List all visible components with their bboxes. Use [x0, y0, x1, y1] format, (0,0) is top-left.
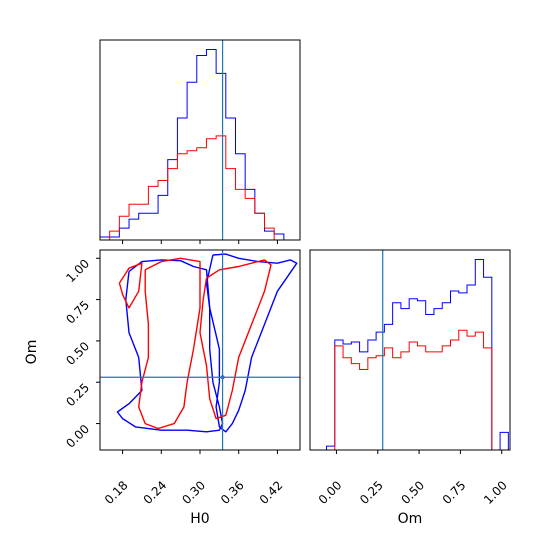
joint-y-tick-label-3: 0.75 [63, 298, 92, 327]
joint-x-tick-label-2: 0.30 [179, 478, 208, 507]
contour-series-1-level-0 [137, 257, 201, 430]
contour-series-0-level-1 [205, 253, 298, 433]
h0-marginal-histogram [99, 39, 301, 244]
om-histogram-series [310, 259, 509, 450]
om-x-tick-label-4: 1.00 [481, 478, 510, 507]
h0-histogram-series-1 [100, 135, 294, 241]
x-axis-title-h0: H0 [190, 511, 209, 527]
joint-y-tick-label-1: 0.25 [63, 380, 92, 409]
om-hist-frame [309, 249, 511, 451]
y-axis-title-om: Om [24, 340, 40, 365]
contour-series-1-level-2 [118, 262, 143, 309]
joint-x-tick-label-3: 0.36 [218, 478, 247, 507]
joint-x-tick-label-0: 0.18 [102, 478, 131, 507]
om-x-tick-label-2: 0.50 [398, 478, 427, 507]
axis-labels: H0 Om Om [24, 340, 422, 527]
joint-y-tick-label-4: 1.00 [63, 256, 92, 285]
contour-series-1-level-1 [199, 259, 272, 420]
joint-truth-point [220, 375, 225, 380]
h0-om-joint-contour: 0.18 0.24 0.30 0.36 0.42 0.00 0.25 0.50 0.75 1.00 [63, 249, 301, 507]
joint-contours [116, 253, 298, 433]
om-histogram-series-1 [310, 329, 509, 450]
x-axis-title-om: Om [398, 511, 423, 527]
joint-x-tick-label-1: 0.24 [141, 478, 170, 507]
om-x-tick-label-0: 0.00 [316, 478, 345, 507]
om-x-tick-label-1: 0.25 [357, 478, 386, 507]
joint-y-tick-label-0: 0.00 [63, 422, 92, 451]
om-histogram-series-0 [310, 259, 509, 450]
om-x-tick-label-3: 0.75 [440, 478, 469, 507]
joint-y-tick-label-2: 0.50 [63, 339, 92, 368]
om-marginal-histogram: 0.00 0.25 0.50 0.75 1.00 [309, 249, 511, 507]
joint-x-tick-label-4: 0.42 [257, 478, 286, 507]
h0-hist-frame [99, 39, 301, 241]
